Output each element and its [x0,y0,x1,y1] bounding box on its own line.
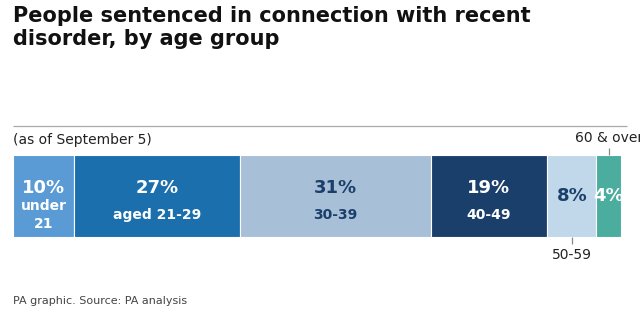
Bar [13,155,74,237]
Bar [431,155,547,237]
Text: 60 & over: 60 & over [575,130,640,144]
Text: PA graphic. Source: PA analysis: PA graphic. Source: PA analysis [13,296,187,306]
Text: 27%: 27% [136,178,179,197]
Text: 19%: 19% [467,178,511,197]
Text: 10%: 10% [22,178,65,197]
Text: (as of September 5): (as of September 5) [13,133,152,147]
Bar [240,155,431,237]
Text: aged 21-29: aged 21-29 [113,208,202,222]
Text: 40-49: 40-49 [467,208,511,222]
Text: 30-39: 30-39 [313,208,358,222]
Text: 31%: 31% [314,178,357,197]
Bar [596,155,621,237]
Text: 4%: 4% [593,187,624,205]
Bar [74,155,240,237]
Text: People sentenced in connection with recent
disorder, by age group: People sentenced in connection with rece… [13,6,531,49]
Text: 50-59: 50-59 [552,248,592,262]
Bar [547,155,596,237]
Text: 8%: 8% [557,187,588,205]
Text: under
21: under 21 [20,199,67,231]
